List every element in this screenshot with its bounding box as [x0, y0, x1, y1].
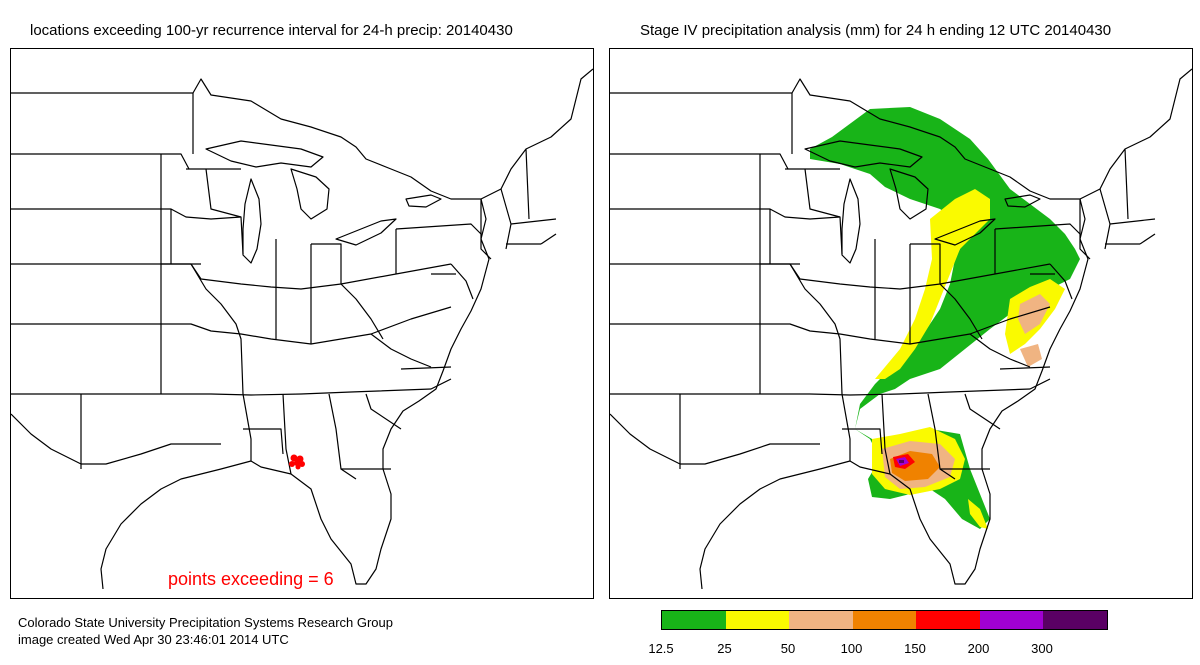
precip-legend-bar	[661, 610, 1108, 630]
legend-label: 12.5	[648, 641, 674, 656]
legend-label: 200	[967, 641, 990, 656]
lake-erie	[335, 218, 397, 246]
lake-ontario	[405, 194, 442, 208]
legend-swatch	[916, 611, 980, 629]
legend-swatch	[662, 611, 726, 629]
canada-border	[11, 68, 593, 200]
left-map-title: locations exceeding 100-yr recurrence in…	[30, 22, 513, 39]
lake-huron	[290, 168, 330, 220]
legend-swatch	[789, 611, 853, 629]
legend-swatch	[725, 611, 789, 629]
right-map-svg	[610, 68, 1192, 590]
credit-line-2: image created Wed Apr 30 23:46:01 2014 U…	[18, 632, 289, 647]
legend-swatch	[979, 611, 1043, 629]
state-boundaries	[11, 68, 593, 590]
legend-label: 100	[840, 641, 863, 656]
legend-label: 50	[780, 641, 796, 656]
lake-michigan	[242, 178, 262, 264]
right-map-title: Stage IV precipitation analysis (mm) for…	[640, 22, 1112, 39]
legend-label: 150	[904, 641, 926, 656]
coastline	[100, 198, 490, 590]
state-boundaries-right	[610, 68, 1192, 590]
precipitation-field	[810, 107, 1080, 529]
legend-label: 300	[1031, 641, 1053, 656]
credit-line-1: Colorado State University Precipitation …	[18, 615, 393, 630]
points-exceeding-label: points exceeding = 6	[168, 569, 334, 589]
left-map-svg	[11, 68, 593, 590]
right-map-panel	[609, 48, 1193, 599]
legend-swatch	[852, 611, 916, 629]
left-map-panel: points exceeding = 6	[10, 48, 594, 599]
legend-swatch	[1043, 611, 1107, 629]
legend-label: 25	[717, 641, 732, 656]
lake-superior	[205, 140, 324, 168]
exceedance-points	[289, 454, 305, 470]
